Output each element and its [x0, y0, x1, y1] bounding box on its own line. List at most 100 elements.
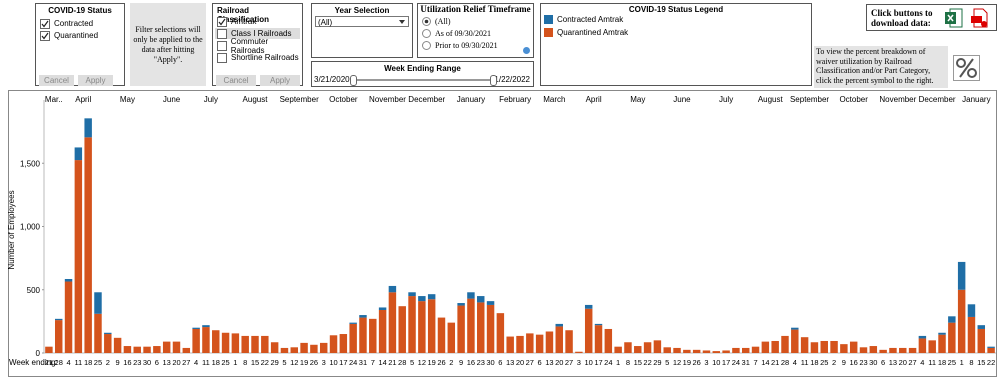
option[interactable]: Quarantined	[40, 30, 98, 41]
x-tick-label: 2	[106, 358, 110, 367]
bar-segment	[604, 328, 613, 353]
x-tick-label: 9	[459, 358, 463, 367]
dropdown-value: (All)	[318, 18, 333, 27]
x-tick-label: 12	[673, 358, 681, 367]
x-tick-label: 18	[212, 358, 220, 367]
x-tick-label: 23	[477, 358, 485, 367]
radio[interactable]	[422, 41, 431, 50]
month-label: June	[673, 95, 691, 104]
option[interactable]: Amtrak	[217, 16, 256, 27]
slider-handle[interactable]	[490, 75, 497, 86]
checkbox[interactable]	[217, 40, 227, 51]
filter-note: Filter selections will only be applied t…	[130, 3, 206, 86]
option[interactable]: Prior to 09/30/2021	[422, 40, 498, 51]
excel-button[interactable]	[945, 8, 963, 28]
bar-segment	[74, 160, 83, 353]
bar-segment	[329, 335, 338, 353]
checkbox[interactable]	[217, 52, 227, 63]
x-tick-label: 25	[221, 358, 229, 367]
checkbox[interactable]	[217, 16, 227, 27]
checkbox[interactable]	[40, 30, 50, 41]
apply-button[interactable]: Apply	[260, 75, 300, 86]
bar-segment	[477, 296, 485, 303]
bar-segment	[349, 323, 357, 353]
x-tick-label: 5	[410, 358, 414, 367]
legend-swatch	[544, 15, 553, 24]
legend-item[interactable]: Quarantined Amtrak	[544, 28, 628, 37]
bar-segment	[241, 335, 249, 353]
bar-segment	[977, 325, 986, 329]
radio[interactable]	[422, 17, 431, 26]
bar-segment	[879, 349, 887, 353]
legend-item[interactable]: Contracted Amtrak	[544, 15, 623, 24]
option[interactable]: (All)	[422, 16, 451, 27]
month-label: September	[280, 95, 319, 104]
slider-track[interactable]	[352, 79, 495, 81]
bar-segment	[565, 330, 573, 353]
bar-segment	[967, 304, 976, 317]
dropdown[interactable]: (All)	[315, 16, 409, 27]
radio[interactable]	[422, 29, 431, 38]
percent-button[interactable]	[953, 55, 980, 81]
bar-segment	[467, 298, 475, 353]
x-tick-label: 4	[920, 358, 924, 367]
month-label: January	[962, 95, 990, 104]
x-tick-label: 11	[74, 358, 82, 367]
month-label: July	[204, 95, 218, 104]
x-tick-label: 27	[526, 358, 534, 367]
bar-segment	[908, 347, 917, 353]
option[interactable]: Shortline Railroads	[217, 52, 299, 63]
bar-segment	[339, 334, 348, 353]
x-tick-label: 31	[359, 358, 367, 367]
x-tick-label: 29	[653, 358, 661, 367]
option-label: Quarantined	[54, 31, 99, 40]
x-tick-label: 16	[850, 358, 858, 367]
pdf-button[interactable]	[971, 8, 989, 28]
option[interactable]: Contracted	[40, 18, 93, 29]
x-tick-label: 13	[889, 358, 897, 367]
filter-title: Week Ending Range	[384, 64, 461, 73]
x-tick-label: 30	[486, 358, 494, 367]
slider-handle[interactable]	[350, 75, 357, 86]
option[interactable]: Class I Railroads	[215, 28, 300, 39]
bar-segment	[162, 341, 171, 353]
bar-segment	[388, 285, 397, 293]
option[interactable]: Commuter Railroads	[217, 37, 302, 55]
bar-segment	[486, 304, 495, 353]
x-tick-label: 28	[781, 358, 789, 367]
bar-segment	[280, 347, 289, 353]
cancel-button[interactable]: Cancel	[216, 75, 256, 86]
legend-label: Contracted Amtrak	[557, 15, 624, 24]
x-tick-label: 19	[683, 358, 691, 367]
bar-segment	[761, 341, 770, 353]
option[interactable]: As of 09/30/2021	[422, 28, 491, 39]
x-tick-label: 13	[545, 358, 553, 367]
x-tick-label: 10	[585, 358, 593, 367]
bar-segment	[153, 346, 161, 353]
cancel-button[interactable]: Cancel	[39, 75, 74, 86]
bar-segment	[977, 328, 986, 353]
bar-segment	[359, 317, 367, 353]
checkbox[interactable]	[40, 18, 50, 29]
bar-segment	[830, 340, 838, 353]
x-tick-label: 8	[243, 358, 247, 367]
bar-segment	[427, 299, 436, 353]
x-tick-label: 6	[881, 358, 885, 367]
bar-segment	[486, 301, 495, 305]
bar-segment	[300, 342, 308, 353]
x-tick-label: 10	[712, 358, 720, 367]
x-tick-label: 21	[45, 358, 53, 367]
checkbox[interactable]	[217, 28, 227, 39]
x-tick-label: 14	[761, 358, 769, 367]
x-tick-label: 28	[398, 358, 406, 367]
bar-segment	[987, 346, 995, 348]
x-tick-label: 6	[498, 358, 502, 367]
x-tick-label: 21	[388, 358, 396, 367]
bar-segment	[771, 340, 779, 353]
apply-button[interactable]: Apply	[78, 75, 113, 86]
x-tick-label: 29	[270, 358, 278, 367]
x-tick-label: 24	[732, 358, 740, 367]
info-icon[interactable]	[523, 47, 530, 54]
month-label: September	[790, 95, 829, 104]
